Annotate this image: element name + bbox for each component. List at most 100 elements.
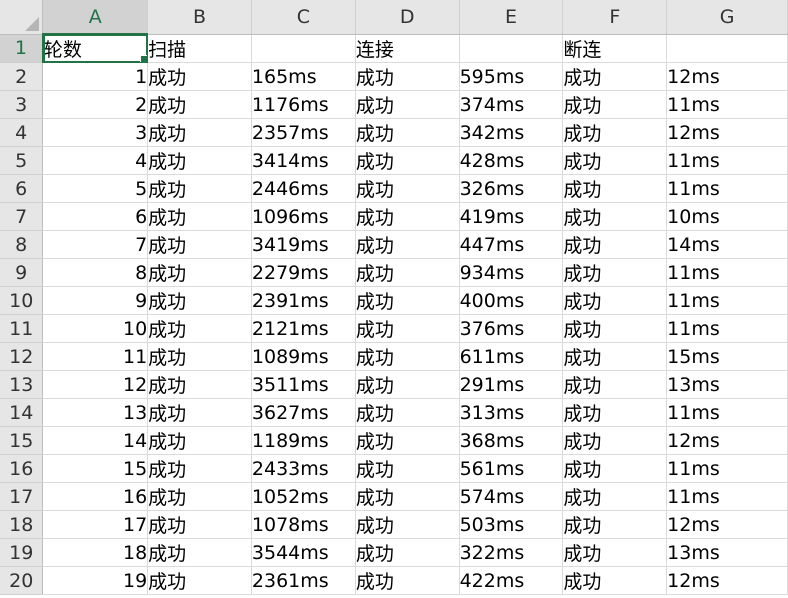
cell-disconnect-status[interactable]: 成功	[562, 62, 668, 91]
cell-scan-status[interactable]: 成功	[147, 146, 252, 175]
column-header-d[interactable]: D	[355, 0, 460, 35]
cell-round[interactable]: 15	[42, 454, 149, 483]
cell-disconnect-status[interactable]: 成功	[562, 510, 668, 539]
cell-connect-status[interactable]: 成功	[355, 62, 460, 91]
cell-scan-status[interactable]: 成功	[147, 90, 252, 119]
cell-scan-status[interactable]: 成功	[147, 426, 252, 455]
cell-connect-time[interactable]: 376ms	[459, 314, 564, 343]
cell-g1[interactable]	[666, 34, 788, 63]
cell-connect-status[interactable]: 成功	[355, 146, 460, 175]
cell-connect-time[interactable]: 428ms	[459, 146, 564, 175]
cell-disconnect-status[interactable]: 成功	[562, 202, 668, 231]
cell-disconnect-status[interactable]: 成功	[562, 566, 668, 595]
cell-round[interactable]: 16	[42, 482, 149, 511]
cell-disconnect-status[interactable]: 成功	[562, 146, 668, 175]
cell-scan-time[interactable]: 2433ms	[251, 454, 356, 483]
cell-round[interactable]: 2	[42, 90, 149, 119]
cell-scan-time[interactable]: 1176ms	[251, 90, 356, 119]
row-header[interactable]: 4	[0, 118, 44, 147]
cell-connect-status[interactable]: 成功	[355, 370, 460, 399]
cell-disconnect-time[interactable]: 11ms	[666, 314, 788, 343]
cell-scan-time[interactable]: 3627ms	[251, 398, 356, 427]
cell-connect-status[interactable]: 成功	[355, 314, 460, 343]
cell-connect-time[interactable]: 447ms	[459, 230, 564, 259]
cell-a1[interactable]: 轮数	[42, 34, 149, 63]
cell-scan-status[interactable]: 成功	[147, 258, 252, 287]
cell-round[interactable]: 4	[42, 146, 149, 175]
cell-connect-status[interactable]: 成功	[355, 482, 460, 511]
cell-connect-status[interactable]: 成功	[355, 454, 460, 483]
cell-scan-time[interactable]: 2391ms	[251, 286, 356, 315]
cell-connect-status[interactable]: 成功	[355, 286, 460, 315]
cell-disconnect-status[interactable]: 成功	[562, 174, 668, 203]
cell-scan-status[interactable]: 成功	[147, 454, 252, 483]
cell-disconnect-time[interactable]: 15ms	[666, 342, 788, 371]
cell-disconnect-status[interactable]: 成功	[562, 286, 668, 315]
cell-disconnect-status[interactable]: 成功	[562, 118, 668, 147]
cell-disconnect-time[interactable]: 13ms	[666, 370, 788, 399]
cell-connect-time[interactable]: 574ms	[459, 482, 564, 511]
cell-connect-time[interactable]: 400ms	[459, 286, 564, 315]
cell-connect-time[interactable]: 326ms	[459, 174, 564, 203]
cell-connect-time[interactable]: 291ms	[459, 370, 564, 399]
cell-round[interactable]: 14	[42, 426, 149, 455]
cell-round[interactable]: 12	[42, 370, 149, 399]
row-header[interactable]: 6	[0, 174, 44, 203]
cell-scan-status[interactable]: 成功	[147, 62, 252, 91]
cell-connect-status[interactable]: 成功	[355, 426, 460, 455]
cell-disconnect-time[interactable]: 11ms	[666, 146, 788, 175]
cell-disconnect-time[interactable]: 12ms	[666, 62, 788, 91]
cell-connect-time[interactable]: 313ms	[459, 398, 564, 427]
cell-scan-time[interactable]: 1189ms	[251, 426, 356, 455]
cell-scan-status[interactable]: 成功	[147, 202, 252, 231]
row-header[interactable]: 19	[0, 538, 44, 567]
cell-scan-time[interactable]: 3419ms	[251, 230, 356, 259]
cell-round[interactable]: 19	[42, 566, 149, 595]
cell-round[interactable]: 3	[42, 118, 149, 147]
cell-disconnect-status[interactable]: 成功	[562, 370, 668, 399]
fill-handle[interactable]	[140, 55, 147, 62]
cell-scan-time[interactable]: 2446ms	[251, 174, 356, 203]
cell-connect-status[interactable]: 成功	[355, 538, 460, 567]
cell-connect-time[interactable]: 422ms	[459, 566, 564, 595]
cell-disconnect-status[interactable]: 成功	[562, 426, 668, 455]
cell-scan-time[interactable]: 1089ms	[251, 342, 356, 371]
cell-scan-status[interactable]: 成功	[147, 566, 252, 595]
column-header-b[interactable]: B	[147, 0, 252, 35]
cell-round[interactable]: 17	[42, 510, 149, 539]
cell-connect-status[interactable]: 成功	[355, 510, 460, 539]
cell-round[interactable]: 11	[42, 342, 149, 371]
row-header[interactable]: 10	[0, 286, 44, 315]
cell-disconnect-time[interactable]: 12ms	[666, 510, 788, 539]
cell-round[interactable]: 1	[42, 62, 149, 91]
cell-f1[interactable]: 断连	[562, 34, 668, 63]
row-header[interactable]: 3	[0, 90, 44, 119]
cell-connect-time[interactable]: 611ms	[459, 342, 564, 371]
cell-scan-status[interactable]: 成功	[147, 538, 252, 567]
cell-disconnect-time[interactable]: 12ms	[666, 426, 788, 455]
cell-disconnect-time[interactable]: 12ms	[666, 118, 788, 147]
cell-round[interactable]: 6	[42, 202, 149, 231]
cell-connect-time[interactable]: 595ms	[459, 62, 564, 91]
cell-connect-time[interactable]: 503ms	[459, 510, 564, 539]
cell-scan-status[interactable]: 成功	[147, 482, 252, 511]
cell-round[interactable]: 5	[42, 174, 149, 203]
cell-disconnect-time[interactable]: 11ms	[666, 454, 788, 483]
row-header[interactable]: 9	[0, 258, 44, 287]
cell-disconnect-status[interactable]: 成功	[562, 230, 668, 259]
row-header[interactable]: 5	[0, 146, 44, 175]
cell-b1[interactable]: 扫描	[147, 34, 252, 63]
row-header[interactable]: 17	[0, 482, 44, 511]
cell-connect-status[interactable]: 成功	[355, 202, 460, 231]
cell-connect-status[interactable]: 成功	[355, 258, 460, 287]
cell-connect-time[interactable]: 934ms	[459, 258, 564, 287]
cell-connect-time[interactable]: 374ms	[459, 90, 564, 119]
cell-disconnect-time[interactable]: 11ms	[666, 398, 788, 427]
column-header-c[interactable]: C	[251, 0, 356, 35]
cell-connect-time[interactable]: 322ms	[459, 538, 564, 567]
cell-scan-status[interactable]: 成功	[147, 342, 252, 371]
column-header-g[interactable]: G	[666, 0, 788, 35]
cell-round[interactable]: 8	[42, 258, 149, 287]
cell-connect-status[interactable]: 成功	[355, 398, 460, 427]
cell-scan-time[interactable]: 1096ms	[251, 202, 356, 231]
